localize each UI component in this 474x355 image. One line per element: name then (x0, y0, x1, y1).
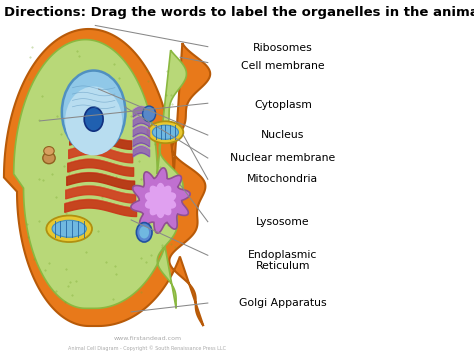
Ellipse shape (43, 152, 55, 164)
Text: Animal Cell Diagram - Copyright © South Renaissance Press LLC: Animal Cell Diagram - Copyright © South … (68, 345, 227, 351)
Polygon shape (131, 168, 190, 233)
Text: Ribosomes: Ribosomes (253, 43, 313, 54)
Ellipse shape (143, 106, 155, 122)
Text: Nuclear membrane: Nuclear membrane (230, 153, 336, 163)
Text: Directions: Drag the words to label the organelles in the animal cell: Directions: Drag the words to label the … (4, 6, 474, 19)
Polygon shape (4, 29, 210, 326)
Text: Mitochondria: Mitochondria (247, 174, 319, 184)
Ellipse shape (46, 215, 92, 242)
Text: Lysosome: Lysosome (256, 217, 310, 227)
Polygon shape (14, 40, 186, 308)
Ellipse shape (65, 87, 122, 155)
Ellipse shape (62, 71, 126, 154)
Ellipse shape (139, 226, 149, 239)
Text: Cytoplasm: Cytoplasm (254, 100, 312, 110)
Ellipse shape (137, 223, 152, 242)
Ellipse shape (52, 220, 86, 237)
Text: www.firstandead.com: www.firstandead.com (113, 336, 182, 341)
Ellipse shape (147, 121, 183, 143)
Ellipse shape (44, 147, 54, 155)
Text: Cell membrane: Cell membrane (241, 61, 325, 71)
Ellipse shape (84, 107, 103, 131)
Text: Golgi Apparatus: Golgi Apparatus (239, 298, 327, 308)
Text: Endoplasmic
Reticulum: Endoplasmic Reticulum (248, 250, 318, 272)
Ellipse shape (152, 125, 178, 139)
Polygon shape (145, 183, 176, 218)
Text: Nucleus: Nucleus (261, 130, 304, 140)
